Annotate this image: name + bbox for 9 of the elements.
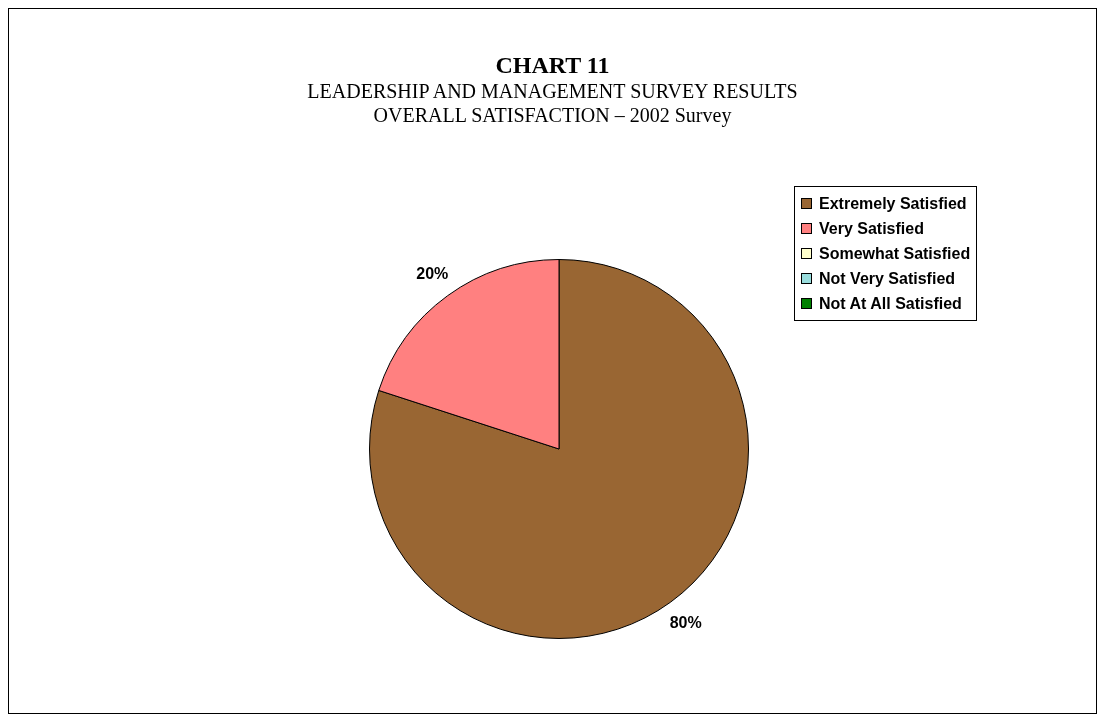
legend-label: Not At All Satisfied	[819, 294, 962, 314]
chart-subtitle: LEADERSHIP AND MANAGEMENT SURVEY RESULTS OVERALL SATISFACTION – 2002 Survey	[306, 79, 799, 127]
chart-title: CHART 11	[494, 51, 611, 79]
legend-label: Not Very Satisfied	[819, 269, 956, 289]
legend-label: Somewhat Satisfied	[819, 244, 971, 264]
legend-label: Extremely Satisfied	[819, 194, 967, 214]
data-label: 80%	[669, 613, 702, 631]
legend-label: Very Satisfied	[819, 219, 924, 239]
data-label: 20%	[416, 265, 449, 283]
